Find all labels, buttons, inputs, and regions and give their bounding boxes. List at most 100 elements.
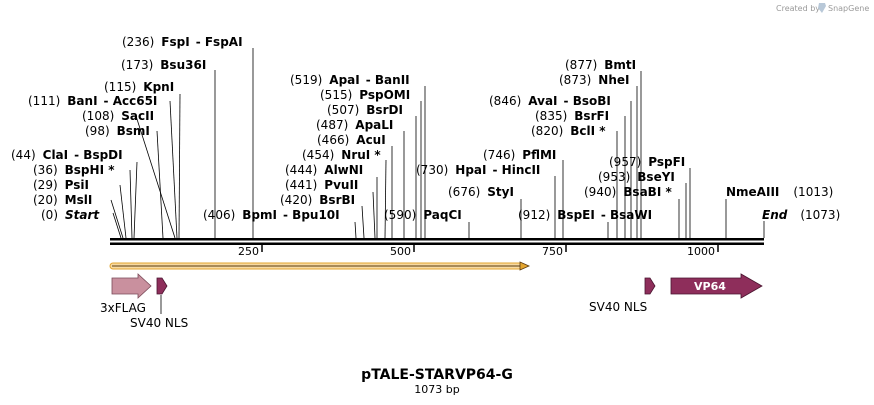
site-line-nrui bbox=[384, 159, 387, 239]
feature-sv40-nls-1 bbox=[156, 277, 168, 314]
svg-text:(746)PflMI: (746) PflMI bbox=[483, 148, 556, 162]
site-fspi: (236) FspI - FspAI bbox=[122, 35, 243, 49]
svg-text:(20)MslI: (20) MslI bbox=[33, 193, 92, 207]
site-pspfi: (957) PspFI bbox=[609, 155, 685, 169]
site-bcli: (820) BclI * bbox=[531, 124, 606, 138]
site-bsrfi: (835) BsrFI bbox=[535, 109, 609, 123]
tick-label-750: 750 bbox=[542, 245, 563, 258]
svg-text:(111)BanI- Acc65I: (111) BanI - Acc65I bbox=[28, 94, 157, 108]
map-length: 1073 bp bbox=[414, 383, 459, 396]
svg-text:(115)KpnI: (115) KpnI bbox=[104, 80, 174, 94]
site-bsmi: (98) BsmI bbox=[85, 124, 150, 138]
svg-text:(507)BsrDI: (507) BsrDI bbox=[327, 103, 403, 117]
svg-text:(877)BmtI: (877) BmtI bbox=[565, 58, 636, 72]
feature-3xflag bbox=[111, 273, 152, 299]
site-pflmi: (746) PflMI bbox=[483, 148, 556, 162]
site-bsu36i: (173) Bsu36I bbox=[121, 58, 206, 72]
feature-label-vp64: VP64 bbox=[694, 280, 726, 293]
svg-text:NmeAIII(1013): NmeAIII (1013) bbox=[726, 185, 833, 199]
site-kpni: (115) KpnI bbox=[104, 80, 174, 94]
site-bpmi: (406) BpmI - Bpu10I bbox=[203, 208, 340, 222]
feature-label-sv40-nls-1: SV40 NLS bbox=[130, 316, 188, 330]
site-bsabi: (940) BsaBI * bbox=[584, 185, 672, 199]
site-bsrdi: (507) BsrDI bbox=[327, 103, 403, 117]
site-apai: (519) ApaI - BanII bbox=[290, 73, 410, 87]
site-line-kpni bbox=[178, 93, 181, 239]
svg-text:(173)Bsu36I: (173) Bsu36I bbox=[121, 58, 206, 72]
site-line-msli bbox=[110, 199, 124, 239]
sequence-backbone bbox=[110, 238, 764, 245]
site-bmti: (877) BmtI bbox=[565, 58, 636, 72]
site-acui: (466) AcuI bbox=[317, 133, 386, 147]
site-line-bpmi bbox=[354, 221, 357, 239]
orf-arrow bbox=[109, 261, 530, 271]
svg-text:(940)BsaBI *: (940) BsaBI * bbox=[584, 185, 672, 199]
credit-brand: SnapGene bbox=[828, 4, 869, 13]
svg-text:(108)SacII: (108) SacII bbox=[82, 109, 154, 123]
feature-sv40-nls-2 bbox=[644, 277, 656, 295]
svg-text:(519)ApaI- BanII: (519) ApaI - BanII bbox=[290, 73, 410, 87]
site-psii: (29) PsiI bbox=[33, 178, 89, 192]
svg-text:(590)PaqCI: (590) PaqCI bbox=[384, 208, 462, 222]
svg-text:(912)BspEI- BsaWI: (912) BspEI - BsaWI bbox=[518, 208, 652, 222]
site-start: (0) Start bbox=[41, 208, 100, 222]
site-alwni: (444) AlwNI bbox=[285, 163, 363, 177]
site-end: End (1073) bbox=[762, 208, 840, 222]
feature-label-sv40-nls-2: SV40 NLS bbox=[589, 300, 647, 314]
site-labels: (0) Start (20) MslI (29) PsiI (36) BspHI * (… bbox=[11, 35, 840, 222]
site-line-bsphi bbox=[129, 169, 133, 239]
svg-text:(820)BclI *: (820) BclI * bbox=[531, 124, 606, 138]
site-apali: (487) ApaLI bbox=[316, 118, 393, 132]
site-bsrbi: (420) BsrBI bbox=[280, 193, 355, 207]
svg-text:(441)PvuII: (441) PvuII bbox=[285, 178, 358, 192]
svg-text:(29)PsiI: (29) PsiI bbox=[33, 178, 89, 192]
site-line-start bbox=[112, 212, 122, 239]
svg-text:End(1073): End (1073) bbox=[762, 208, 840, 222]
site-line-sacii bbox=[135, 115, 176, 239]
tick-label-250: 250 bbox=[238, 245, 259, 258]
snapgene-logo-icon bbox=[818, 3, 826, 13]
site-line-clai bbox=[133, 161, 138, 239]
svg-text:(454)NruI *: (454) NruI * bbox=[302, 148, 381, 162]
map-title: pTALE-STARVP64-G bbox=[361, 367, 513, 383]
site-pspomi: (515) PspOMI bbox=[320, 88, 410, 102]
svg-text:(515)PspOMI: (515) PspOMI bbox=[320, 88, 410, 102]
svg-text:(487)ApaLI: (487) ApaLI bbox=[316, 118, 393, 132]
svg-text:(676)StyI: (676) StyI bbox=[448, 185, 514, 199]
ruler: 250 500 750 1000 bbox=[238, 245, 719, 258]
svg-text:(44)ClaI- BspDI: (44) ClaI - BspDI bbox=[11, 148, 123, 162]
site-nmeaiii: NmeAIII (1013) bbox=[726, 185, 833, 199]
svg-text:(730)HpaI- HincII: (730) HpaI - HincII bbox=[416, 163, 540, 177]
site-nhei: (873) NheI bbox=[559, 73, 629, 87]
svg-text:(957)PspFI: (957) PspFI bbox=[609, 155, 685, 169]
svg-text:(846)AvaI- BsoBI: (846) AvaI - BsoBI bbox=[489, 94, 611, 108]
svg-text:(953)BseYI: (953) BseYI bbox=[598, 170, 675, 184]
site-bspei: (912) BspEI - BsaWI bbox=[518, 208, 652, 222]
svg-text:(466)AcuI: (466) AcuI bbox=[317, 133, 386, 147]
tick-label-500: 500 bbox=[390, 245, 411, 258]
svg-text:(835)BsrFI: (835) BsrFI bbox=[535, 109, 609, 123]
site-bani: (111) BanI - Acc65I bbox=[28, 94, 157, 108]
svg-text:(36)BspHI *: (36) BspHI * bbox=[33, 163, 115, 177]
site-msli: (20) MslI bbox=[33, 193, 92, 207]
site-clai: (44) ClaI - BspDI bbox=[11, 148, 123, 162]
svg-text:(873)NheI: (873) NheI bbox=[559, 73, 629, 87]
site-styi: (676) StyI bbox=[448, 185, 514, 199]
site-nrui: (454) NruI * bbox=[302, 148, 381, 162]
feature-label-3xflag: 3xFLAG bbox=[100, 301, 146, 315]
site-hpai: (730) HpaI - HincII bbox=[416, 163, 540, 177]
feature-vp64 bbox=[670, 273, 763, 299]
svg-text:(236)FspI- FspAI: (236) FspI - FspAI bbox=[122, 35, 243, 49]
site-line-bani bbox=[169, 100, 178, 239]
site-sacii: (108) SacII bbox=[82, 109, 154, 123]
credit-text: Created by bbox=[776, 4, 820, 13]
svg-text:(0)Start: (0) Start bbox=[41, 208, 100, 222]
svg-text:(444)AlwNI: (444) AlwNI bbox=[285, 163, 363, 177]
site-lines bbox=[110, 48, 765, 239]
site-line-bsrbi bbox=[361, 205, 365, 239]
site-paqci: (590) PaqCI bbox=[384, 208, 462, 222]
site-bseyi: (953) BseYI bbox=[598, 170, 675, 184]
svg-text:(420)BsrBI: (420) BsrBI bbox=[280, 193, 355, 207]
svg-text:(406)BpmI- Bpu10I: (406) BpmI - Bpu10I bbox=[203, 208, 340, 222]
site-line-pvuii bbox=[372, 191, 376, 239]
